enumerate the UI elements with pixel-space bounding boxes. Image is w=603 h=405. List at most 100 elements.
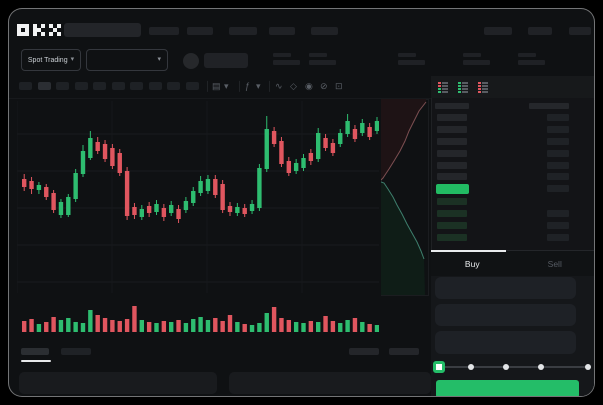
ask-amount-skeleton — [547, 162, 569, 169]
stat-label-skeleton — [518, 53, 536, 57]
slider-step-dot[interactable] — [468, 364, 474, 370]
tab-buy-label: Buy — [464, 259, 480, 269]
timeframe-button[interactable] — [75, 82, 88, 90]
timeframe-button[interactable] — [130, 82, 143, 90]
chevron-down-icon: ▾ — [157, 56, 161, 63]
timeframe-button[interactable] — [38, 82, 51, 90]
okx-logo — [17, 24, 61, 36]
orderbook-header-skeleton — [435, 103, 469, 109]
pair-name-skeleton — [204, 53, 248, 68]
tab-buy[interactable]: Buy — [431, 251, 514, 277]
orderbook-view-toggles — [438, 81, 491, 95]
volume-pane — [22, 306, 379, 332]
last-price-skeleton — [436, 184, 469, 194]
nav-item-right[interactable] — [569, 27, 591, 35]
coin-icon — [183, 53, 199, 69]
price-row-amount-skeleton — [547, 185, 569, 192]
stat-value-skeleton — [273, 60, 300, 65]
hide-icon[interactable]: ⊘ — [320, 81, 328, 91]
amount-input[interactable] — [435, 304, 576, 326]
price-input[interactable] — [435, 277, 576, 299]
buy-button[interactable] — [436, 380, 579, 396]
timeframe-button[interactable] — [56, 82, 69, 90]
ask-price-skeleton — [437, 150, 467, 157]
history-tab[interactable] — [61, 348, 91, 355]
ask-price-skeleton — [437, 114, 467, 121]
price-chart — [17, 101, 379, 293]
bid-price-skeleton — [437, 210, 467, 217]
bid-price-skeleton — [437, 222, 467, 229]
tab-sell[interactable]: Sell — [514, 251, 595, 277]
line-tool-icon[interactable]: ∿ — [275, 81, 283, 91]
orderbook-view-combined-icon[interactable] — [438, 81, 451, 94]
ask-price-skeleton — [437, 138, 467, 145]
draw-tool-icon[interactable]: ◇ — [290, 81, 297, 91]
slider-step-dot[interactable] — [538, 364, 544, 370]
history-tab-active[interactable] — [21, 348, 49, 355]
history-panel-skeleton — [229, 372, 431, 394]
stat-label-skeleton — [309, 53, 327, 57]
stat-value-skeleton — [309, 60, 336, 65]
bid-amount-skeleton — [547, 222, 569, 229]
nav-item-right[interactable] — [484, 27, 512, 35]
chevron-down-icon[interactable]: ▾ — [224, 81, 229, 91]
chevron-down-icon: ▾ — [70, 56, 75, 63]
ask-amount-skeleton — [547, 150, 569, 157]
bid-price-skeleton — [437, 198, 467, 205]
timeframe-button[interactable] — [186, 82, 199, 90]
market-type-label: Spot Trading — [27, 56, 68, 64]
timeframe-button[interactable] — [112, 82, 125, 90]
timeframe-button[interactable] — [93, 82, 106, 90]
timeframe-button[interactable] — [167, 82, 180, 90]
ask-amount-skeleton — [547, 126, 569, 133]
stat-label-skeleton — [398, 53, 416, 57]
orderbook-view-asks-only-icon[interactable] — [478, 81, 491, 94]
pair-select-dropdown[interactable]: ▾ — [86, 49, 168, 71]
chart-range-button[interactable] — [349, 348, 379, 355]
stat-value-skeleton — [398, 60, 425, 65]
ask-price-skeleton — [437, 173, 467, 180]
chart-range-button[interactable] — [389, 348, 419, 355]
indicators-icon[interactable]: ƒ — [245, 81, 251, 91]
trading-window: Spot Trading ▾ ▾ Buy Sell │ ▤ ▾ │ ƒ ▾ │ ∿ ◇ ◉ ⊘ ⊡ — [8, 8, 595, 397]
nav-item[interactable] — [149, 27, 179, 35]
slider-step-dot[interactable] — [503, 364, 509, 370]
timeframe-button[interactable] — [19, 82, 32, 90]
ask-price-skeleton — [437, 162, 467, 169]
depth-chart — [381, 99, 429, 296]
ask-price-skeleton — [437, 126, 467, 133]
history-panel-skeleton — [19, 372, 217, 394]
stat-label-skeleton — [273, 53, 291, 57]
camera-icon[interactable]: ◉ — [305, 81, 313, 91]
orderbook-header-skeleton — [529, 103, 569, 109]
stat-value-skeleton — [463, 60, 490, 65]
nav-item[interactable] — [311, 27, 338, 35]
ask-amount-skeleton — [547, 114, 569, 121]
chevron-down-icon[interactable]: ▾ — [256, 81, 261, 91]
bid-price-skeleton — [437, 234, 467, 241]
market-type-dropdown[interactable]: Spot Trading ▾ — [21, 49, 81, 71]
orderbook-toggle-strip — [431, 76, 594, 98]
search-input[interactable] — [64, 23, 141, 37]
separator: │ — [267, 81, 273, 91]
nav-item[interactable] — [229, 27, 257, 35]
trade-tabs: Buy Sell — [431, 250, 595, 277]
timeframe-button[interactable] — [149, 82, 162, 90]
bid-amount-skeleton — [547, 234, 569, 241]
ask-amount-skeleton — [547, 173, 569, 180]
nav-item[interactable] — [269, 27, 295, 35]
nav-item[interactable] — [187, 27, 213, 35]
orderbook-view-bids-only-icon[interactable] — [458, 81, 471, 94]
slider-step-dot[interactable] — [585, 364, 591, 370]
bid-amount-skeleton — [547, 210, 569, 217]
separator: │ — [237, 81, 243, 91]
fullscreen-icon[interactable]: ⊡ — [335, 81, 343, 91]
nav-item-right[interactable] — [528, 27, 552, 35]
amount-slider-track[interactable] — [438, 366, 589, 368]
stat-value-skeleton — [518, 60, 545, 65]
total-input[interactable] — [435, 331, 576, 354]
active-tab-indicator — [21, 360, 51, 362]
ask-amount-skeleton — [547, 138, 569, 145]
chart-type-icon[interactable]: ▤ — [212, 81, 221, 91]
amount-slider-handle[interactable] — [433, 361, 445, 373]
